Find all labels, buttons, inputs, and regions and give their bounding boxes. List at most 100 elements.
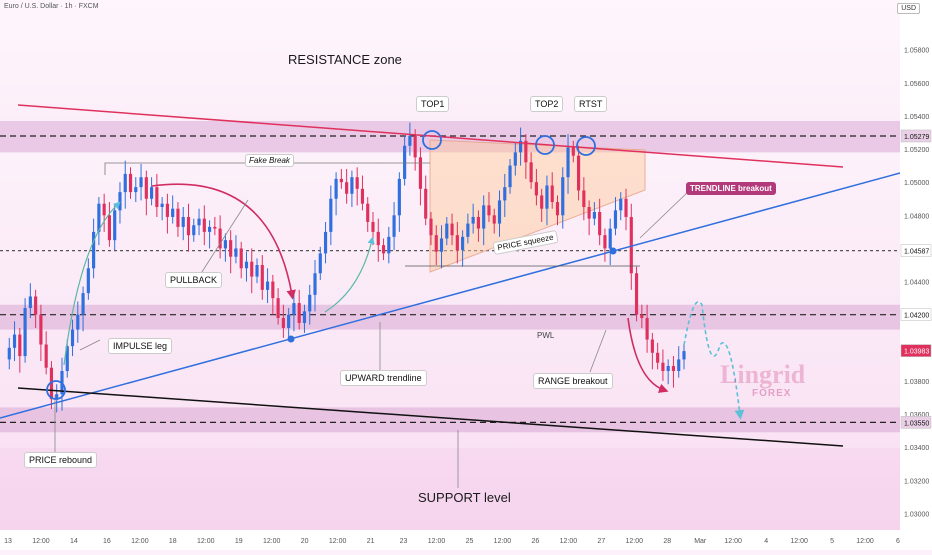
candle (334, 172, 338, 216)
candle (524, 134, 528, 179)
y-tick-label: 1.05200 (904, 147, 929, 154)
x-tick-label: 25 (466, 538, 474, 545)
candle (181, 207, 185, 241)
candle-body (671, 366, 676, 371)
pivot-circle (422, 130, 442, 150)
candle-body (566, 147, 570, 178)
price-rebound-label: PRICE rebound (24, 452, 98, 468)
candle (134, 177, 138, 203)
price-badge (900, 416, 932, 429)
y-tick-label: 1.03600 (904, 412, 929, 419)
candle-body (308, 294, 312, 312)
currency-label[interactable]: USD (897, 3, 920, 14)
candle (223, 233, 227, 262)
candle (476, 210, 480, 242)
breakdown-arrow (627, 317, 669, 393)
trendline-breakout-badge: TRENDLINE breakout (686, 182, 776, 195)
candle-body (39, 314, 43, 345)
x-tick-label: 12:00 (329, 538, 347, 545)
candle-body (313, 273, 317, 295)
x-tick-label: 23 (400, 538, 408, 545)
pullback-arrow (151, 183, 296, 300)
pwl-zone (0, 304, 900, 330)
candle (508, 159, 512, 194)
candle (186, 203, 191, 252)
candle (86, 258, 90, 300)
candle (645, 304, 649, 353)
candle (666, 359, 670, 385)
price-badge-label: 1.03983 (904, 349, 929, 356)
pivot-circle (576, 136, 596, 156)
x-tick-label: 12:00 (32, 538, 50, 545)
candle (260, 255, 264, 300)
candle-body (529, 162, 533, 183)
candle-body (555, 202, 560, 216)
candle (587, 200, 591, 236)
pivot-circle (535, 135, 555, 155)
candle-body (540, 195, 544, 209)
x-tick-label: 6 (896, 538, 900, 545)
candle-body (208, 226, 212, 232)
candle-body (434, 235, 438, 252)
candle (455, 221, 459, 264)
candle-body (682, 351, 686, 360)
candle-body (70, 329, 75, 347)
candle (39, 304, 43, 362)
range-box (0, 120, 900, 448)
candle-body (387, 236, 391, 254)
range-breakout-label: RANGE breakout (533, 373, 613, 389)
candle (497, 190, 502, 237)
candle-body (165, 203, 169, 217)
candle-body (666, 366, 670, 371)
candle-body (492, 215, 496, 224)
candle (350, 170, 354, 208)
rtst-label: RTST (574, 96, 608, 112)
x-tick-label: 19 (235, 538, 243, 545)
x-tick-label: 16 (103, 538, 111, 545)
x-tick-label: 12:00 (724, 538, 742, 545)
candle (128, 167, 133, 199)
candle-body (677, 359, 681, 371)
y-tick-label: 1.03800 (904, 379, 929, 386)
candle (281, 304, 285, 338)
candle (582, 177, 586, 221)
candle-body (450, 223, 454, 236)
fake-break-line (104, 162, 430, 175)
candle-body (55, 394, 59, 400)
candle (28, 283, 32, 318)
candle (345, 168, 349, 204)
candle-body (524, 140, 528, 163)
candle-body (7, 347, 11, 360)
candle (571, 140, 575, 163)
candle (550, 172, 554, 209)
candle-body (297, 303, 301, 323)
callout-connector (199, 199, 249, 276)
candle-body (640, 314, 644, 318)
candle (23, 298, 27, 363)
x-tick-label: 18 (169, 538, 177, 545)
candle-body (255, 265, 259, 277)
candle (671, 356, 676, 388)
candle (403, 135, 407, 186)
candle-body (18, 334, 22, 357)
candle-body (592, 212, 596, 219)
candle-body (218, 228, 222, 249)
candle (513, 142, 517, 176)
candle-body (587, 207, 591, 219)
y-tick-label: 1.05000 (904, 180, 929, 187)
candle-body (634, 273, 639, 315)
support-zone (0, 407, 900, 433)
candle-body (424, 188, 428, 219)
candle-body (661, 362, 665, 371)
candle (339, 168, 343, 189)
candle (92, 218, 96, 279)
candle (318, 246, 322, 280)
candle (677, 346, 681, 378)
candle-body (381, 245, 386, 254)
candle-body (265, 281, 270, 290)
candle-body (519, 140, 523, 153)
watermark-logo: Lingrid (720, 360, 806, 389)
candle (276, 288, 280, 325)
